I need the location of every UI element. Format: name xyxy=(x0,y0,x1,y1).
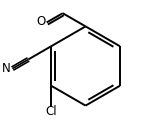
Text: Cl: Cl xyxy=(45,105,57,118)
Text: N: N xyxy=(2,62,11,75)
Text: O: O xyxy=(37,15,46,28)
